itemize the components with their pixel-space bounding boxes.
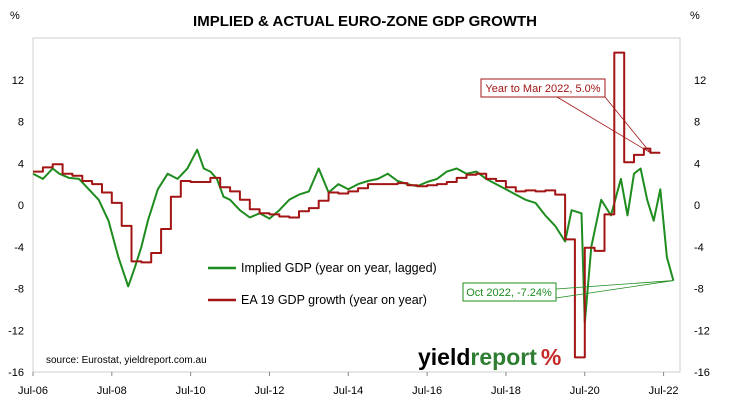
annotation-leader-mar-2022 bbox=[556, 96, 651, 154]
source-note: source: Eurostat, yieldreport.com.au bbox=[46, 355, 207, 366]
annotation-layer: Year to Mar 2022, 5.0% Oct 2022, -7.24% bbox=[462, 78, 674, 302]
y-tick-label-right: -8 bbox=[694, 284, 704, 296]
legend: Implied GDP (year on year, lagged) EA 19… bbox=[208, 261, 437, 307]
legend-label-implied-gdp: Implied GDP (year on year, lagged) bbox=[241, 261, 437, 275]
y-axis-right: 12 8 4 0 -4 -8 -12 -16 bbox=[694, 75, 710, 379]
legend-label-ea19-gdp: EA 19 GDP growth (year on year) bbox=[241, 293, 427, 307]
x-tick-label: Jul-14 bbox=[333, 385, 363, 397]
annotation-box-oct-2022 bbox=[462, 282, 557, 302]
y-axis-left: 12 8 4 0 -4 -8 -12 -16 bbox=[8, 75, 24, 379]
y-tick-label-left: -16 bbox=[8, 367, 24, 379]
y-tick-label-left: 0 bbox=[18, 200, 24, 212]
y-tick-label-right: 12 bbox=[694, 75, 706, 87]
brand-percent-symbol: % bbox=[541, 344, 561, 370]
svg-text:yieldreport%: yieldreport% bbox=[418, 344, 561, 370]
y-unit-left: % bbox=[10, 10, 20, 22]
y-tick-label-right: 4 bbox=[694, 158, 700, 170]
y-tick-label-right: -4 bbox=[694, 242, 704, 254]
series-line-ea19-gdp bbox=[33, 51, 661, 359]
x-tick-label: Jul-06 bbox=[18, 385, 48, 397]
series-layer bbox=[32, 51, 675, 359]
y-tick-label-left: 12 bbox=[12, 75, 24, 87]
x-tick-label: Jul-18 bbox=[491, 385, 521, 397]
annotation-label-mar-2022: Year to Mar 2022, 5.0% bbox=[485, 83, 600, 95]
y-tick-label-right: 8 bbox=[694, 117, 700, 129]
annotation-leader-mar-2022-b bbox=[604, 96, 651, 154]
y-unit-right: % bbox=[690, 10, 700, 22]
brand-word-report: report bbox=[470, 344, 537, 370]
series-line-implied-gdp bbox=[32, 148, 675, 324]
brand-logo: yieldreport% bbox=[418, 344, 561, 370]
brand-word-yield: yield bbox=[418, 344, 470, 370]
y-tick-label-left: 4 bbox=[18, 158, 24, 170]
y-tick-label-right: 0 bbox=[694, 200, 700, 212]
y-tick-label-right: -16 bbox=[694, 367, 710, 379]
y-tick-label-right: -12 bbox=[694, 325, 710, 337]
chart-title: IMPLIED & ACTUAL EURO-ZONE GDP GROWTH bbox=[193, 13, 537, 30]
x-tick-label: Jul-08 bbox=[97, 385, 127, 397]
plot-area bbox=[32, 37, 681, 373]
annotation-label-oct-2022: Oct 2022, -7.24% bbox=[466, 287, 552, 299]
x-axis: Jul-06 Jul-08 Jul-10 Jul-12 Jul-14 Jul-16 Jul-… bbox=[18, 372, 679, 397]
x-tick-label: Jul-10 bbox=[176, 385, 206, 397]
annotation-leader-oct-2022-b bbox=[555, 280, 674, 299]
y-tick-label-left: -8 bbox=[14, 284, 24, 296]
y-tick-label-left: -4 bbox=[14, 242, 24, 254]
y-tick-label-left: 8 bbox=[18, 117, 24, 129]
x-tick-label: Jul-22 bbox=[649, 385, 679, 397]
x-tick-label: Jul-12 bbox=[254, 385, 284, 397]
annotation-box-mar-2022 bbox=[480, 78, 606, 98]
x-tick-label: Jul-16 bbox=[412, 385, 442, 397]
annotation-leader-oct-2022 bbox=[555, 280, 674, 290]
x-tick-label: Jul-20 bbox=[570, 385, 600, 397]
y-tick-label-left: -12 bbox=[8, 325, 24, 337]
